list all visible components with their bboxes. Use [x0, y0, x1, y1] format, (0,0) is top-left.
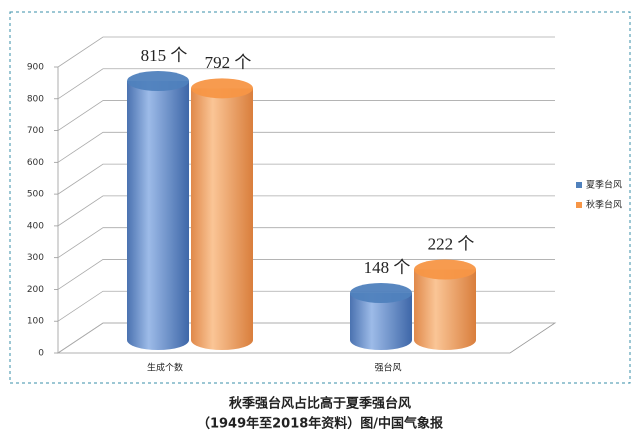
- caption-source: （1949年至2018年资料）图/中国气象报: [197, 416, 444, 432]
- y-tick-label: 600: [27, 158, 44, 168]
- bar: [127, 81, 189, 350]
- grid-line: [57, 259, 555, 290]
- y-tick-label: 900: [27, 63, 44, 73]
- grid-line: [57, 36, 555, 68]
- y-tick-label: 100: [27, 317, 44, 327]
- value-label: 222 个: [428, 234, 475, 253]
- grid-line: [57, 131, 555, 163]
- legend-swatch: [576, 182, 582, 188]
- y-tick-label: 500: [27, 190, 44, 200]
- x-tick-label: 强台风: [374, 362, 401, 374]
- grid-line: [57, 100, 555, 131]
- y-tick-label: 300: [27, 253, 44, 263]
- bar-top: [127, 71, 189, 92]
- value-label: 148 个: [364, 258, 411, 277]
- bar-top: [350, 282, 412, 303]
- value-label: 815 个: [141, 46, 188, 65]
- legend-label: 秋季台风: [586, 199, 622, 211]
- y-tick-label: 400: [27, 221, 44, 231]
- bar: [350, 292, 412, 350]
- y-tick-label: 0: [38, 349, 44, 359]
- legend-swatch: [576, 202, 582, 208]
- bar-top: [414, 259, 476, 280]
- bar-top: [191, 78, 253, 99]
- y-tick-label: 700: [27, 126, 44, 136]
- bar: [191, 88, 253, 350]
- bar: [414, 269, 476, 350]
- grid-line: [57, 227, 555, 258]
- caption-title: 秋季强台风占比高于夏季强台风: [229, 396, 411, 412]
- y-tick-label: 200: [27, 285, 44, 295]
- value-label: 792 个: [205, 53, 252, 72]
- grid-line: [57, 195, 555, 227]
- x-tick-label: 生成个数: [147, 362, 183, 374]
- y-tick-label: 800: [27, 94, 44, 104]
- grid-line: [57, 68, 555, 100]
- frame: [9, 11, 631, 384]
- legend-label: 夏季台风: [586, 179, 622, 191]
- grid-line: [57, 163, 555, 195]
